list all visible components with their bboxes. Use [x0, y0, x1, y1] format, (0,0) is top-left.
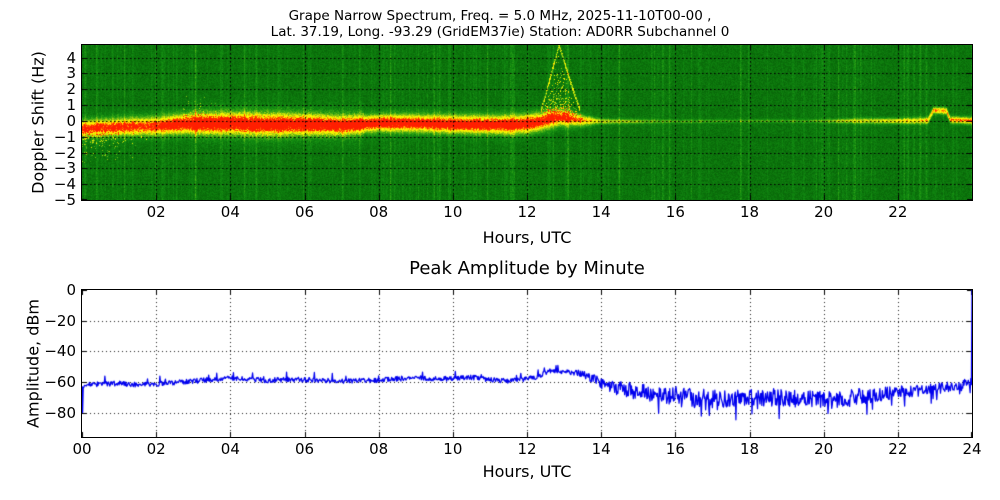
amplitude-x-tick-label: 08 [369, 440, 389, 458]
amplitude-x-tick-label: 10 [443, 440, 463, 458]
spectrogram-title-line1: Grape Narrow Spectrum, Freq. = 5.0 MHz, … [288, 8, 712, 24]
spectrogram-x-tick-label: 02 [146, 203, 166, 221]
amplitude-xlabel: Hours, UTC [482, 462, 572, 481]
spectrogram-x-tick-label: 04 [220, 203, 240, 221]
spectrogram-y-tick-label: −5 [53, 191, 76, 209]
amplitude-y-tick-label: −20 [44, 311, 76, 330]
spectrogram-x-tick-label: 16 [665, 203, 685, 221]
amplitude-y-tick-label: −60 [44, 372, 76, 391]
spectrogram-x-tick-label: 14 [591, 203, 611, 221]
amplitude-y-tick-label: 0 [66, 281, 76, 299]
amplitude-x-tick-label: 04 [220, 440, 240, 458]
spectrogram-xlabel: Hours, UTC [482, 228, 572, 247]
spectrogram-y-tick-label: 3 [66, 64, 76, 83]
spectrogram-x-tick-label: 12 [517, 203, 537, 221]
spectrogram-x-tick-label: 10 [443, 203, 463, 221]
spectrogram-y-tick-label: 4 [66, 48, 76, 67]
amplitude-x-tick-label: 22 [888, 440, 908, 458]
spectrogram-y-tick-label: 0 [66, 111, 76, 130]
spectrogram-x-tick-label: 22 [888, 203, 908, 221]
amplitude-canvas [82, 290, 972, 437]
amplitude-x-tick-label: 24 [962, 440, 982, 458]
spectrogram-title-line2: Lat. 37.19, Long. -93.29 (GridEM37ie) St… [270, 24, 730, 40]
amplitude-plot [81, 289, 973, 438]
amplitude-x-tick-label: 02 [146, 440, 166, 458]
spectrogram-x-tick-label: 06 [294, 203, 315, 221]
spectrogram-y-tick-label: 2 [66, 80, 76, 99]
amplitude-y-tick-label: −80 [44, 403, 76, 422]
amplitude-x-tick-label: 00 [72, 440, 92, 458]
spectrogram-x-tick-label: 20 [814, 203, 834, 221]
amplitude-x-tick-label: 06 [294, 440, 315, 458]
amplitude-x-tick-label: 12 [517, 440, 537, 458]
amplitude-title: Peak Amplitude by Minute [409, 258, 645, 279]
spectrogram-plot [81, 44, 973, 201]
amplitude-x-tick-label: 20 [814, 440, 834, 458]
spectrogram-x-tick-label: 18 [739, 203, 760, 221]
amplitude-x-tick-label: 16 [665, 440, 685, 458]
amplitude-y-tick-label: −40 [44, 342, 76, 361]
spectrogram-y-tick-label: −3 [53, 159, 76, 178]
spectrogram-y-tick-label: −4 [53, 175, 76, 194]
spectrogram-y-tick-label: −1 [53, 127, 76, 146]
spectrogram-x-tick-label: 08 [369, 203, 389, 221]
spectrogram-y-tick-label: −2 [53, 143, 76, 162]
amplitude-x-tick-label: 18 [739, 440, 760, 458]
amplitude-x-tick-label: 14 [591, 440, 611, 458]
spectrogram-y-tick-label: 1 [66, 96, 76, 115]
spectrogram-canvas [82, 45, 972, 200]
